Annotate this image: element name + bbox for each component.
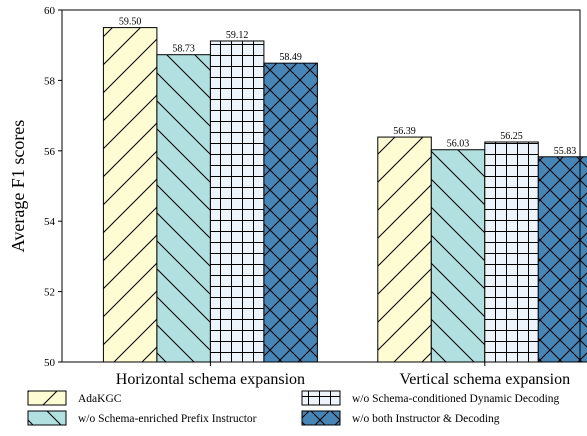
bar-hatch bbox=[377, 136, 432, 363]
legend-label: AdaKGC bbox=[78, 393, 122, 405]
legend-item: AdaKGC bbox=[27, 390, 122, 406]
y-axis: 50 52 54 56 58 60 bbox=[44, 5, 62, 369]
legend-swatch-hatch bbox=[27, 410, 67, 426]
x-category-label: Horizontal schema expansion bbox=[116, 371, 305, 388]
legend: AdaKGC w/o Schema-enriched Prefix Instruc… bbox=[27, 390, 560, 426]
plot-frame bbox=[61, 9, 581, 363]
bar-hatch bbox=[102, 27, 158, 363]
bar-value-label: 58.49 bbox=[279, 52, 302, 63]
legend-item: w/o both Instructor & Decoding bbox=[301, 410, 500, 426]
bar-hatch bbox=[209, 40, 265, 363]
data-labels: 59.50 58.73 59.12 58.49 56.39 56.03 56.25 55.83 bbox=[119, 17, 576, 157]
y-tick-label: 56 bbox=[44, 146, 56, 158]
legend-label: w/o Schema-conditioned Dynamic Decoding bbox=[352, 393, 560, 405]
bar-value-label: 59.50 bbox=[119, 17, 142, 28]
bar-value-label: 56.39 bbox=[393, 126, 416, 137]
y-tick-label: 54 bbox=[44, 216, 56, 228]
bar-hatch bbox=[537, 156, 587, 363]
bar-value-label: 59.12 bbox=[226, 30, 249, 41]
y-axis-title: Average F1 scores bbox=[8, 120, 28, 253]
legend-swatch-hatch bbox=[301, 390, 341, 406]
bars bbox=[102, 27, 587, 363]
legend-item: w/o Schema-conditioned Dynamic Decoding bbox=[301, 390, 560, 406]
legend-swatch-hatch bbox=[27, 390, 67, 406]
bar-hatch bbox=[430, 149, 486, 363]
bar-value-label: 58.73 bbox=[172, 44, 195, 55]
y-tick-label: 58 bbox=[44, 75, 56, 87]
bar-value-label: 56.25 bbox=[500, 131, 523, 142]
legend-label: w/o both Instructor & Decoding bbox=[352, 413, 500, 425]
legend-item: w/o Schema-enriched Prefix Instructor bbox=[27, 410, 257, 426]
bar-hatch bbox=[263, 62, 318, 363]
y-tick-label: 52 bbox=[44, 287, 55, 299]
y-tick-label: 60 bbox=[44, 5, 56, 17]
x-category-label: Vertical schema expansion bbox=[399, 371, 570, 388]
bar-hatch bbox=[484, 141, 539, 363]
bar-hatch bbox=[156, 54, 211, 363]
y-tick-label: 50 bbox=[44, 357, 56, 369]
bar-value-label: 55.83 bbox=[554, 146, 577, 157]
legend-label: w/o Schema-enriched Prefix Instructor bbox=[78, 413, 257, 425]
x-axis: Horizontal schema expansion Vertical sche… bbox=[116, 362, 570, 388]
legend-swatch-hatch bbox=[301, 410, 341, 426]
bar-value-label: 56.03 bbox=[447, 139, 470, 150]
